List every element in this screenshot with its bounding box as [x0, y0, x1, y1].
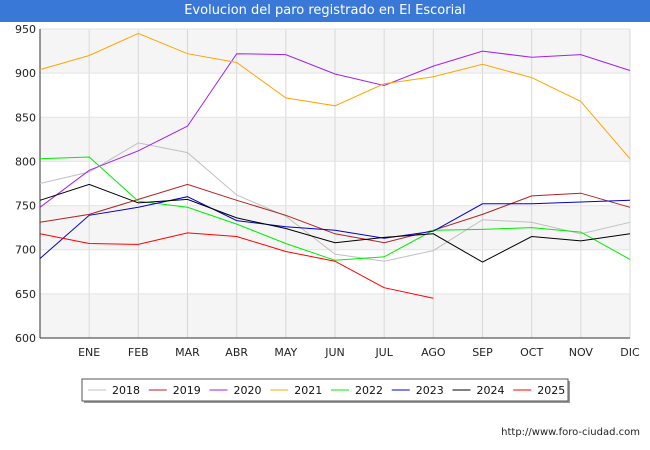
legend-label-2023: 2023 [416, 384, 444, 397]
series-line-2023 [39, 196, 631, 259]
chart-title: Evolucion del paro registrado en El Esco… [0, 0, 650, 22]
x-tick-label: OCT [520, 346, 543, 359]
legend [81, 378, 569, 402]
series-line-2020 [39, 50, 631, 208]
legend-label-2019: 2019 [173, 384, 201, 397]
x-tick-label: NOV [569, 346, 594, 359]
y-tick-label: 800 [15, 155, 36, 168]
series-line-2025 [39, 232, 434, 299]
legend-label-2024: 2024 [477, 384, 505, 397]
x-tick-label: JUN [324, 346, 345, 359]
x-tick-label: ABR [225, 346, 248, 359]
y-tick-label: 850 [15, 111, 36, 124]
series-line-2018 [39, 142, 631, 262]
series-line-2021 [39, 32, 631, 160]
x-tick-label: FEB [128, 346, 149, 359]
y-tick-label: 900 [15, 67, 36, 80]
x-tick-label: DIC [620, 346, 640, 359]
y-tick-label: 750 [15, 200, 36, 213]
x-tick-label: ENE [78, 346, 100, 359]
x-tick-label: JUL [374, 346, 393, 359]
x-tick-label: SEP [472, 346, 493, 359]
y-tick-label: 600 [15, 332, 36, 345]
legend-label-2021: 2021 [294, 384, 322, 397]
series-line-2019 [39, 183, 631, 244]
y-tick-label: 700 [15, 244, 36, 257]
x-tick-label: MAY [274, 346, 297, 359]
source-url: http://www.foro-ciudad.com [501, 427, 640, 438]
x-tick-label: MAR [175, 346, 200, 359]
legend-label-2018: 2018 [112, 384, 140, 397]
legend-label-2025: 2025 [537, 384, 565, 397]
legend-label-2022: 2022 [355, 384, 383, 397]
y-tick-label: 650 [15, 288, 36, 301]
y-tick-label: 950 [15, 23, 36, 36]
series-line-2022 [39, 156, 631, 261]
legend-label-2020: 2020 [234, 384, 262, 397]
series-line-2024 [39, 183, 631, 263]
x-tick-label: AGO [421, 346, 446, 359]
